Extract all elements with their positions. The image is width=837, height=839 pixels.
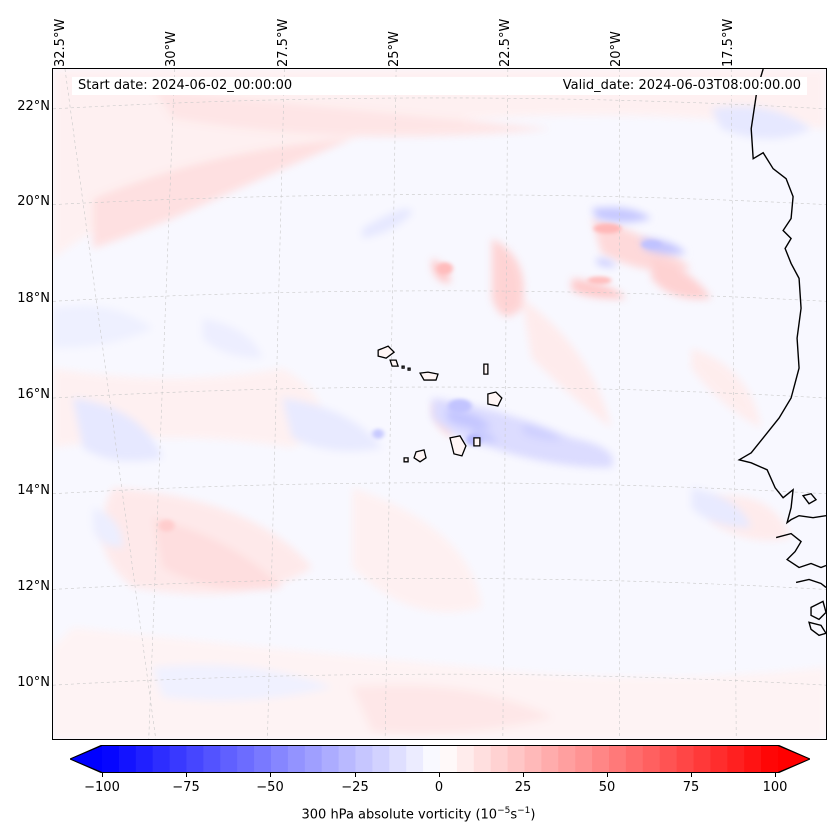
colorbar-level xyxy=(676,745,694,773)
colorbar-tick-25: 25 xyxy=(514,780,532,795)
graticule xyxy=(53,69,826,739)
colorbar-tick-neg25: −25 xyxy=(341,780,369,795)
lat-label-22n: 22°N xyxy=(17,99,50,114)
colorbar-extend-low xyxy=(70,745,102,773)
colorbar-level xyxy=(102,745,120,773)
colorbar-level xyxy=(710,745,728,773)
lon-label-27-5w: 27.5°W xyxy=(276,18,291,67)
date-info-bar: Start date: 2024-06-02_00:00:00 Valid_da… xyxy=(72,77,807,95)
colorbar-level xyxy=(203,745,221,773)
colorbar-level xyxy=(609,745,627,773)
colorbar-outline xyxy=(70,745,810,773)
colorbar-tick-neg100: −100 xyxy=(84,780,120,795)
colorbar-level xyxy=(220,745,238,773)
lat-label-18n: 18°N xyxy=(17,291,50,306)
colorbar-level xyxy=(473,745,492,773)
colorbar-tick-50: 50 xyxy=(598,780,616,795)
colorbar-level xyxy=(592,745,610,773)
colorbar-level xyxy=(118,745,137,773)
lat-label-12n: 12°N xyxy=(17,579,50,594)
colorbar-tick-75: 75 xyxy=(682,780,700,795)
colorbar-tickmark-neg25 xyxy=(355,773,356,777)
colorbar-tickmark-50 xyxy=(607,773,608,777)
colorbar-level xyxy=(186,745,204,773)
colorbar-tickmark-0 xyxy=(439,773,440,777)
map-panel[interactable] xyxy=(52,68,827,740)
colorbar-level xyxy=(642,745,661,773)
colorbar-tick-100: 100 xyxy=(762,780,788,795)
lon-label-17-5w: 17.5°W xyxy=(721,18,736,67)
colorbar-level xyxy=(507,745,525,773)
colorbar-level xyxy=(558,745,576,773)
colorbar-level xyxy=(321,745,339,773)
lon-label-22-5w: 22.5°W xyxy=(498,18,513,67)
coastline xyxy=(737,69,826,637)
colorbar-level xyxy=(456,745,475,773)
colorbar-level xyxy=(727,745,745,773)
lon-label-25w: 25°W xyxy=(387,31,402,67)
colorbar-level xyxy=(271,745,289,773)
colorbar-level xyxy=(254,745,272,773)
colorbar-tickmark-75 xyxy=(691,773,692,777)
colorbar-level xyxy=(135,745,154,773)
colorbar-level xyxy=(490,745,508,773)
lat-label-14n: 14°N xyxy=(17,483,50,498)
vorticity-field xyxy=(53,69,826,739)
colorbar-level xyxy=(338,745,356,773)
colorbar-level xyxy=(304,745,323,773)
colorbar-tick-neg75: −75 xyxy=(172,780,200,795)
colorbar-level xyxy=(423,745,441,773)
colorbar-level xyxy=(659,745,677,773)
valid-date-label: Valid_date: 2024-06-03T08:00:00.00 xyxy=(562,78,801,93)
colorbar-tickmark-neg100 xyxy=(102,773,103,777)
lon-label-30w: 30°W xyxy=(164,31,179,67)
lon-label-20w: 20°W xyxy=(609,31,624,67)
lat-label-16n: 16°N xyxy=(17,387,50,402)
colorbar-level xyxy=(541,745,559,773)
colorbar-level xyxy=(524,745,542,773)
colorbar-level xyxy=(440,745,458,773)
cabo-verde-islands xyxy=(377,345,503,463)
negative-vorticity-regions xyxy=(53,106,812,701)
colorbar-tickmark-100 xyxy=(775,773,776,777)
lon-label-32-5w: 32.5°W xyxy=(53,18,68,67)
colorbar-tickmark-neg50 xyxy=(270,773,271,777)
colorbar-tick-0: 0 xyxy=(434,780,444,795)
colorbar-level xyxy=(625,745,644,773)
colorbar-tick-neg50: −50 xyxy=(256,780,284,795)
colorbar-level xyxy=(152,745,170,773)
colorbar-level xyxy=(169,745,187,773)
colorbar-tickmark-25 xyxy=(523,773,524,777)
colorbar-label: 300 hPa absolute vorticity (10−5s−1) xyxy=(301,806,536,823)
start-date-label: Start date: 2024-06-02_00:00:00 xyxy=(78,78,293,93)
colorbar-level xyxy=(575,745,593,773)
colorbar-extend-high xyxy=(778,745,810,773)
colorbar xyxy=(70,745,810,773)
colorbar-level xyxy=(237,745,255,773)
colorbar-level xyxy=(693,745,711,773)
colorbar-level xyxy=(372,745,390,773)
colorbar-level xyxy=(406,745,424,773)
colorbar-level xyxy=(761,745,779,773)
colorbar-tickmark-neg75 xyxy=(186,773,187,777)
colorbar-level xyxy=(389,745,407,773)
colorbar-level xyxy=(744,745,762,773)
lat-label-20n: 20°N xyxy=(17,194,50,209)
lat-label-10n: 10°N xyxy=(17,675,50,690)
colorbar-level xyxy=(355,745,373,773)
colorbar-level xyxy=(287,745,306,773)
